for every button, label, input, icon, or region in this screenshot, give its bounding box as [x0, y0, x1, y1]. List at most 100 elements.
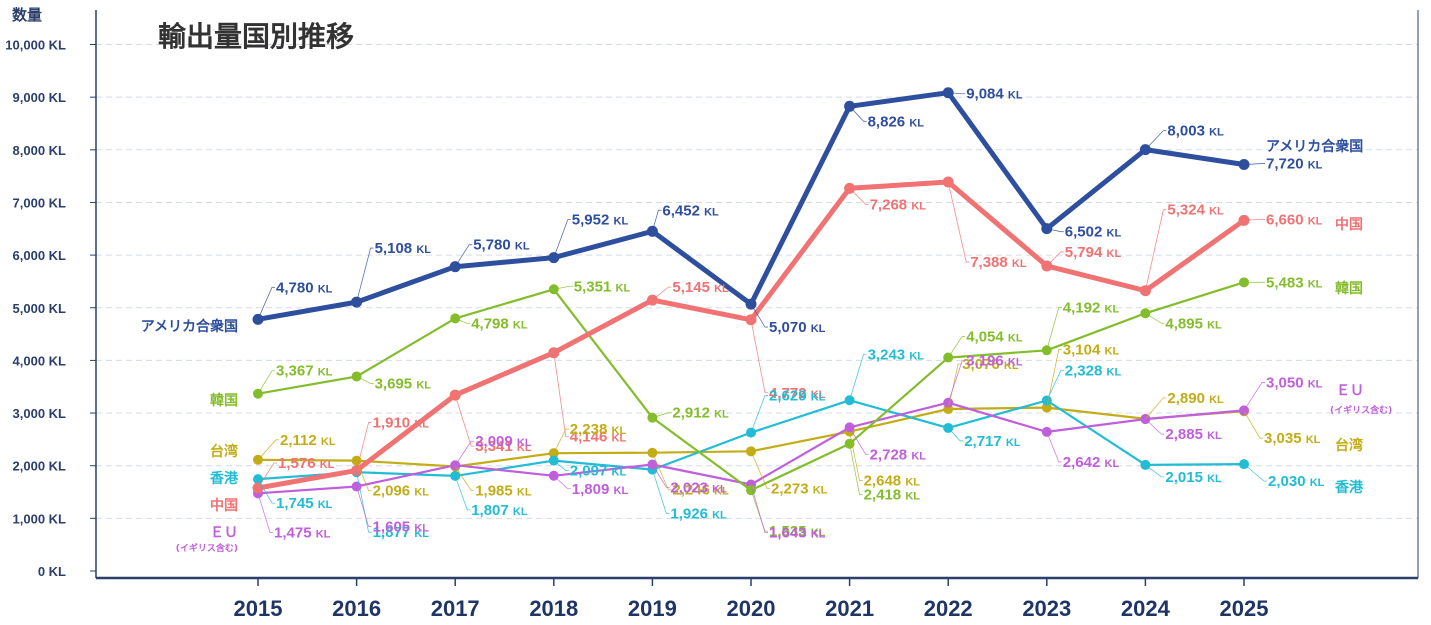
data-label: 4,780 KL [276, 279, 333, 296]
series-name-left: 中国 [210, 497, 238, 514]
y-axis-title: 数量 [12, 6, 42, 24]
leader-line [356, 486, 372, 527]
data-label: 2,648 KL [864, 473, 921, 490]
data-label: 3,076 KL [962, 356, 1019, 373]
data-label: 1,809 KL [572, 481, 629, 498]
leader-line [257, 370, 275, 394]
leader-line [1243, 463, 1267, 482]
data-label: 1,576 KL [278, 455, 335, 472]
leader-line [1046, 431, 1062, 463]
x-tick-label: 2018 [529, 596, 578, 621]
series-name-right: 韓国 [1335, 280, 1363, 297]
data-label: 4,192 KL [1063, 299, 1120, 316]
leader-line [553, 475, 571, 490]
data-label: 1,535 KL [769, 523, 826, 540]
leader-line [652, 452, 672, 491]
data-label: 5,324 KL [1167, 202, 1224, 219]
leader-line [1046, 370, 1064, 401]
data-label: 8,826 KL [868, 113, 925, 130]
data-label: 6,660 KL [1266, 211, 1323, 228]
leader-line [553, 219, 571, 258]
x-tick-label: 2016 [332, 596, 381, 621]
x-tick-label: 2023 [1022, 596, 1071, 621]
data-label: 5,780 KL [473, 237, 530, 254]
y-tick-label: 0 KL [38, 564, 66, 579]
x-tick-label: 2025 [1220, 596, 1269, 621]
data-label: 1,745 KL [276, 495, 333, 512]
series-name-left: ＥＵ [210, 525, 238, 541]
leader-line [750, 451, 770, 489]
data-label: 3,104 KL [1063, 342, 1120, 359]
data-label: 8,003 KL [1167, 123, 1224, 140]
data-label: 2,629 KL [769, 388, 826, 405]
y-tick-label: 2,000 KL [13, 459, 67, 474]
data-label: 7,388 KL [970, 254, 1027, 271]
leader-line [553, 352, 569, 438]
data-label: 1,605 KL [373, 518, 430, 535]
leader-line [947, 181, 970, 263]
y-tick-label: 9,000 KL [13, 90, 67, 105]
leader-line [750, 484, 768, 533]
leader-line [652, 464, 670, 488]
leader-line [1046, 349, 1062, 408]
leader-line [553, 428, 569, 454]
leader-line [750, 319, 768, 394]
series-name-left: 香港 [209, 470, 239, 487]
leader-line [652, 412, 672, 419]
leader-line [1046, 306, 1062, 351]
leader-line [257, 462, 277, 489]
data-label: 1,926 KL [670, 506, 727, 523]
y-tick-label: 1,000 KL [13, 511, 67, 526]
data-label: 2,096 KL [373, 483, 430, 500]
data-label: 2,328 KL [1065, 363, 1122, 380]
leader-line [947, 336, 966, 358]
leader-line [947, 360, 966, 403]
leader-line [257, 478, 275, 504]
data-label: 5,070 KL [769, 319, 826, 336]
data-label: 3,695 KL [375, 375, 432, 392]
series-name-left: 台湾 [210, 443, 238, 460]
leader-line [455, 318, 471, 324]
leader-line [356, 247, 374, 303]
leader-line [454, 440, 475, 466]
data-label: 2,246 KL [672, 482, 729, 499]
series-name-right: ＥＵ [1336, 383, 1364, 399]
series-note-left: (イギリス含む) [176, 542, 238, 554]
leader-line [849, 106, 867, 122]
x-tick-label: 2017 [431, 596, 480, 621]
y-tick-label: 3,000 KL [13, 406, 67, 421]
leader-line [947, 427, 964, 442]
leader-line [948, 92, 966, 95]
y-tick-label: 4,000 KL [13, 353, 67, 368]
data-label: 2,885 KL [1165, 426, 1222, 443]
data-label: 4,895 KL [1165, 315, 1222, 332]
y-tick-label: 6,000 KL [13, 248, 67, 263]
x-tick-label: 2020 [727, 596, 776, 621]
leader-line [1145, 312, 1165, 324]
leader-line [356, 422, 372, 471]
leader-line [257, 286, 275, 320]
leader-line [1046, 228, 1064, 233]
series-name-right: 台湾 [1335, 437, 1363, 454]
data-label: 2,728 KL [870, 446, 927, 463]
data-label: 5,351 KL [574, 278, 631, 295]
leader-line [1046, 251, 1064, 267]
data-label: 2,912 KL [672, 405, 729, 422]
data-label: 1,985 KL [475, 482, 532, 499]
data-label: 3,243 KL [868, 346, 925, 363]
leader-line [257, 439, 279, 461]
data-label: 2,642 KL [1063, 454, 1120, 471]
x-tick-label: 2015 [234, 596, 283, 621]
leader-line [1145, 397, 1167, 420]
data-label: 2,023 KL [670, 479, 727, 496]
leader-line [356, 460, 372, 492]
leader-line [652, 469, 670, 514]
leader-line [849, 443, 863, 496]
data-label: 2,097 KL [570, 463, 627, 480]
leader-line [750, 303, 768, 328]
x-tick-label: 2021 [825, 596, 874, 621]
data-label: 2,112 KL [280, 432, 336, 449]
data-labels: 4,780 KL 5,108 KL 5,780 KL 5,952 KL 6,452 KL… [257, 86, 1325, 541]
